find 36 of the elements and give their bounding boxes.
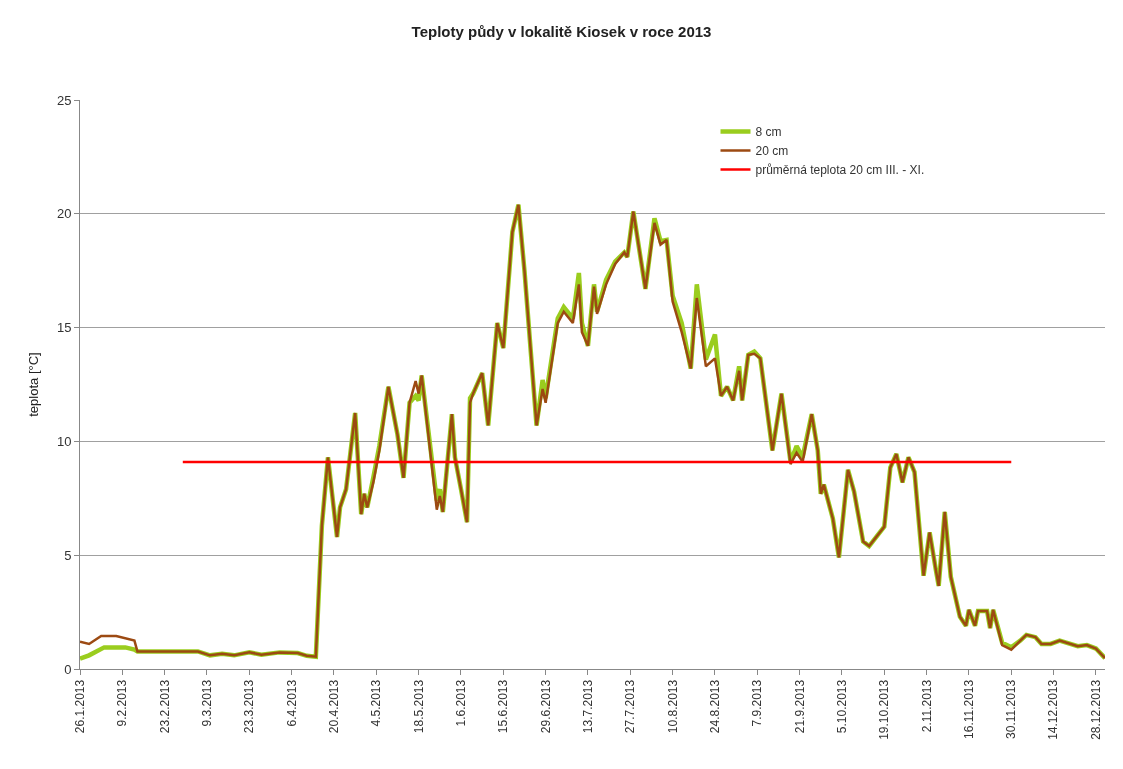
x-tick-label: 27.7.2013 [623, 679, 638, 734]
x-tick-label: 24.8.2013 [707, 679, 722, 734]
y-tick-label: 15 [56, 320, 72, 336]
x-tick-label: 9.3.2013 [199, 679, 214, 727]
x-tick-label: 6.4.2013 [284, 679, 299, 727]
x-tick-label: 13.7.2013 [580, 679, 595, 734]
legend-label: 20 cm [755, 144, 789, 159]
legend-label: 8 cm [755, 125, 782, 140]
x-tick-label: 1.6.2013 [453, 679, 468, 727]
x-tick-label: 15.6.2013 [496, 679, 511, 734]
chart-title: Teploty půdy v lokalitě Kiosek v roce 2013 [411, 23, 712, 41]
x-tick-label: 9.2.2013 [115, 679, 130, 727]
x-tick-label: 5.10.2013 [834, 679, 849, 734]
x-tick-label: 30.11.2013 [1004, 679, 1019, 739]
x-tick-label: 7.9.2013 [750, 679, 765, 727]
x-tick-label: 18.5.2013 [411, 679, 426, 734]
x-tick-label: 2.11.2013 [919, 679, 934, 733]
x-tick-label: 23.2.2013 [157, 679, 172, 734]
y-tick-label: 25 [56, 92, 72, 108]
x-tick-label: 20.4.2013 [326, 679, 341, 734]
y-tick-label: 10 [56, 433, 72, 449]
x-tick-label: 4.5.2013 [369, 679, 384, 727]
y-tick-label: 5 [64, 547, 72, 563]
x-tick-label: 14.12.2013 [1046, 679, 1061, 740]
x-tick-label: 21.9.2013 [792, 679, 807, 734]
x-tick-label: 28.12.2013 [1088, 679, 1103, 740]
y-tick-label: 0 [64, 661, 72, 677]
x-tick-label: 26.1.2013 [72, 679, 87, 734]
y-axis-title: teplota [°C] [25, 352, 41, 417]
legend-label: průměrná teplota 20 cm III. - XI. [755, 163, 925, 178]
x-tick-label: 19.10.2013 [877, 679, 892, 740]
x-tick-label: 23.3.2013 [242, 679, 257, 734]
x-tick-label: 10.8.2013 [665, 679, 680, 734]
x-tick-label: 16.11.2013 [961, 679, 976, 739]
y-tick-label: 20 [56, 206, 72, 222]
x-tick-label: 29.6.2013 [538, 679, 553, 734]
